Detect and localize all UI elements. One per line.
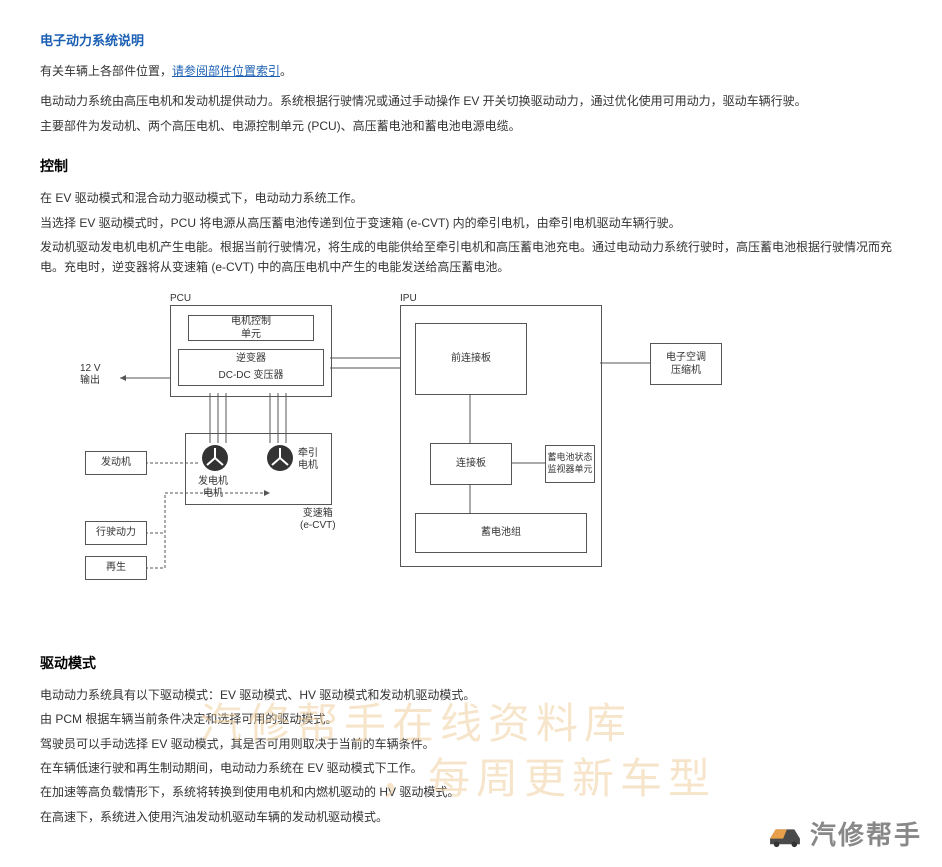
control-heading: 控制 (40, 156, 902, 176)
parts-index-link[interactable]: 请参阅部件位置索引 (172, 64, 280, 78)
ac-compressor-box: 电子空调 压缩机 (650, 343, 722, 385)
brand-logo-text: 汽修帮手 (810, 815, 922, 852)
overview-para-2: 主要部件为发动机、两个高压电机、电源控制单元 (PCU)、高压蓄电池和蓄电池电源… (40, 116, 902, 136)
v12-output-label: 12 V 输出 (80, 363, 101, 387)
brand-logo: 汽修帮手 (766, 815, 922, 852)
document-page: 电子动力系统说明 有关车辆上各部件位置，请参阅部件位置索引。 电动动力系统由高压… (0, 0, 942, 867)
inverter-box: 逆变器 (178, 349, 324, 369)
engine-box: 发动机 (85, 451, 147, 475)
drive-mode-p5: 在加速等高负载情形下，系统将转换到使用电机和内燃机驱动的 HV 驱动模式。 (40, 782, 902, 802)
control-p3: 发动机驱动发电机电机产生电能。根据当前行驶情况，将生成的电能供给至牵引电机和高压… (40, 237, 902, 278)
pcu-label: PCU (170, 293, 191, 305)
gen-motor-label: 发电机 电机 (198, 476, 228, 500)
drive-mode-p1: 电动动力系统具有以下驱动模式：EV 驱动模式、HV 驱动模式和发动机驱动模式。 (40, 685, 902, 705)
intro-suffix: 。 (280, 64, 292, 78)
page-title: 电子动力系统说明 (40, 30, 902, 49)
traction-motor-icon (265, 443, 295, 473)
battery-status-box: 蓄电池状态 监视器单元 (545, 445, 595, 483)
ipu-label: IPU (400, 293, 417, 305)
dcdc-box: DC-DC 变压器 (178, 367, 324, 386)
generator-motor-icon (200, 443, 230, 473)
control-p1: 在 EV 驱动模式和混合动力驱动模式下，电动动力系统工作。 (40, 188, 902, 208)
ecvt-label: 变速箱 (e-CVT) (300, 508, 336, 532)
intro-prefix: 有关车辆上各部件位置， (40, 64, 172, 78)
system-diagram: PCU 电机控制 单元 逆变器 DC-DC 变压器 12 V 输出 变速箱 (e… (70, 293, 770, 593)
drive-mode-p3: 驾驶员可以手动选择 EV 驱动模式，其是否可用则取决于当前的车辆条件。 (40, 734, 902, 754)
motor-control-unit: 电机控制 单元 (188, 315, 314, 341)
control-p2: 当选择 EV 驱动模式时，PCU 将电源从高压蓄电池传递到位于变速箱 (e-CV… (40, 213, 902, 233)
drive-mode-p2: 由 PCM 根据车辆当前条件决定和选择可用的驱动模式。 (40, 709, 902, 729)
front-junction-box: 前连接板 (415, 323, 527, 395)
junction-box: 连接板 (430, 443, 512, 485)
overview-para-1: 电动动力系统由高压电机和发动机提供动力。系统根据行驶情况或通过手动操作 EV 开… (40, 91, 902, 111)
intro-line: 有关车辆上各部件位置，请参阅部件位置索引。 (40, 61, 902, 81)
drive-mode-p4: 在车辆低速行驶和再生制动期间，电动动力系统在 EV 驱动模式下工作。 (40, 758, 902, 778)
drive-power-box: 行驶动力 (85, 521, 147, 545)
regen-box: 再生 (85, 556, 147, 580)
battery-pack-box: 蓄电池组 (415, 513, 587, 553)
drive-mode-heading: 驱动模式 (40, 653, 902, 673)
traction-motor-label: 牵引 电机 (298, 448, 318, 472)
